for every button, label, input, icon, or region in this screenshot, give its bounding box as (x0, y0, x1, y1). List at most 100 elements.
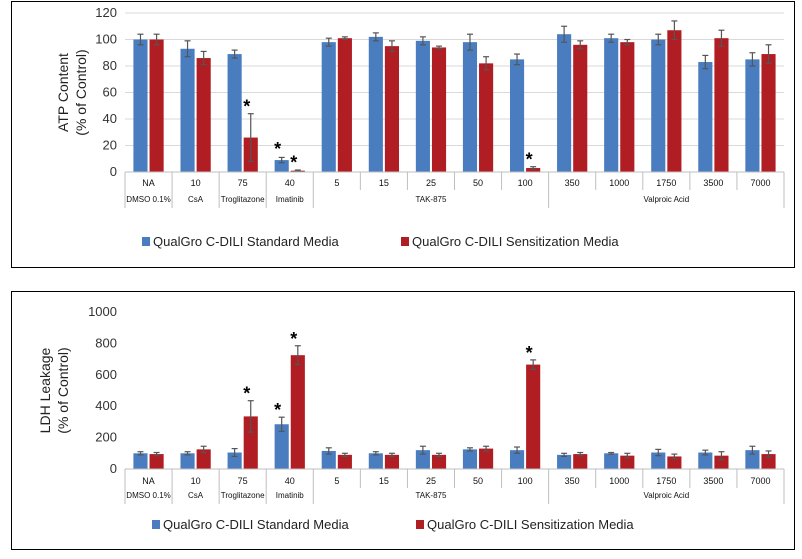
bar-standard-media (227, 54, 242, 173)
x-tick-label: 350 (565, 178, 580, 188)
bar-standard-media (180, 453, 195, 469)
x-tick-label: 75 (238, 178, 248, 188)
x-group-label: Valproic Acid (643, 195, 689, 204)
x-tick-label: 40 (285, 178, 295, 188)
x-tick-label: 10 (191, 178, 201, 188)
x-tick-label: 100 (518, 476, 533, 486)
bar-standard-media (415, 450, 430, 469)
bar-sensitization-media (431, 454, 447, 469)
x-group-label: Imatinib (276, 491, 305, 500)
x-group-label: CsA (188, 491, 204, 500)
bar-sensitization-media (526, 364, 541, 469)
y-tick-label: 80 (103, 58, 117, 73)
bar-standard-media (462, 42, 478, 173)
y-tick-label: 0 (110, 461, 117, 476)
legend-label-standard: QualGro C-DILI Standard Media (153, 234, 339, 249)
x-group-label: Imatinib (276, 195, 305, 204)
x-group-label: Troglitazone (221, 195, 265, 204)
legend-label-sensitization: QualGro C-DILI Sensitization Media (427, 517, 634, 532)
y-axis-label: (% of Control) (73, 49, 89, 135)
significance-star: * (290, 152, 297, 172)
bar-sensitization-media (196, 58, 211, 172)
bar-standard-media (509, 450, 525, 469)
bar-sensitization-media (196, 449, 211, 469)
bar-sensitization-media (149, 39, 164, 172)
legend-label-sensitization: QualGro C-DILI Sensitization Media (412, 234, 619, 249)
significance-star: * (274, 400, 281, 420)
x-tick-label: 75 (238, 476, 248, 486)
y-tick-label: 200 (95, 430, 117, 445)
bar-standard-media (321, 42, 336, 173)
significance-star: * (243, 97, 250, 117)
bar-sensitization-media (714, 38, 729, 172)
y-tick-label: 600 (95, 367, 117, 382)
bar-sensitization-media (620, 455, 635, 469)
bar-sensitization-media (714, 455, 729, 469)
y-tick-label: 1000 (88, 304, 117, 319)
x-tick-label: 25 (426, 178, 436, 188)
bar-sensitization-media (149, 454, 164, 469)
bar-standard-media (651, 452, 666, 469)
significance-star: * (274, 139, 281, 159)
bar-standard-media (321, 450, 336, 469)
x-tick-label: 350 (565, 476, 580, 486)
bar-sensitization-media (290, 355, 305, 469)
x-group-label: Valproic Acid (643, 491, 689, 500)
bar-sensitization-media (431, 47, 447, 173)
bar-standard-media (745, 450, 760, 469)
bar-sensitization-media (479, 63, 494, 172)
bar-sensitization-media (573, 454, 588, 469)
bar-standard-media (651, 39, 666, 172)
y-tick-label: 120 (95, 5, 117, 20)
y-tick-label: 60 (103, 85, 117, 100)
y-tick-label: 20 (103, 138, 117, 153)
y-axis-label: ATP Content (55, 53, 71, 132)
ldh-chart: 0 200 400 600 800 1000 LDH Leakage (% of Contro… (37, 304, 785, 532)
x-tick-label: 1000 (609, 476, 629, 486)
x-group-label: DMSO 0.1% (126, 491, 170, 500)
significance-star: * (526, 150, 533, 170)
bar-standard-media (604, 453, 619, 469)
bar-standard-media (180, 48, 195, 172)
x-tick-label: NA (142, 178, 155, 188)
bar-standard-media (745, 59, 760, 172)
x-group-label: TAK-875 (415, 195, 447, 204)
atp-chart-panel: 0 20 40 60 80 100 120 ATP Content (% of Control)… (11, 1, 795, 268)
bar-sensitization-media (384, 46, 400, 172)
x-group-label: DMSO 0.1% (126, 195, 170, 204)
y-tick-label: 40 (103, 111, 117, 126)
significance-star: * (526, 343, 533, 363)
y-axis-label: LDH Leakage (37, 347, 53, 433)
bar-standard-media (368, 36, 383, 172)
x-tick-label: 5 (334, 476, 339, 486)
bar-sensitization-media (384, 454, 400, 469)
bar-standard-media (509, 59, 525, 172)
bar-standard-media (557, 454, 572, 469)
bar-sensitization-media (761, 454, 776, 469)
bar-sensitization-media (337, 38, 352, 172)
bar-standard-media (604, 38, 619, 172)
x-tick-label: 7000 (750, 178, 770, 188)
bar-standard-media (133, 39, 148, 172)
y-tick-label: 100 (95, 32, 117, 47)
x-tick-label: 10 (191, 476, 201, 486)
x-tick-label: 50 (473, 178, 483, 188)
x-tick-label: 3500 (703, 178, 723, 188)
x-tick-label: 3500 (703, 476, 723, 486)
x-group-label: TAK-875 (415, 491, 447, 500)
legend-swatch-sensitization (401, 237, 409, 246)
x-tick-label: 40 (285, 476, 295, 486)
y-tick-label: 400 (95, 398, 117, 413)
x-tick-label: 15 (379, 178, 389, 188)
y-tick-label: 0 (110, 164, 117, 179)
bar-standard-media (698, 452, 713, 469)
significance-star: * (243, 384, 250, 404)
bar-sensitization-media (479, 448, 494, 469)
x-tick-label: 25 (426, 476, 436, 486)
x-tick-label: 50 (473, 476, 483, 486)
y-tick-label: 800 (95, 335, 117, 350)
bar-standard-media (368, 453, 383, 469)
bar-sensitization-media (337, 454, 352, 469)
x-tick-label: 7000 (750, 476, 770, 486)
bar-standard-media (415, 40, 430, 173)
